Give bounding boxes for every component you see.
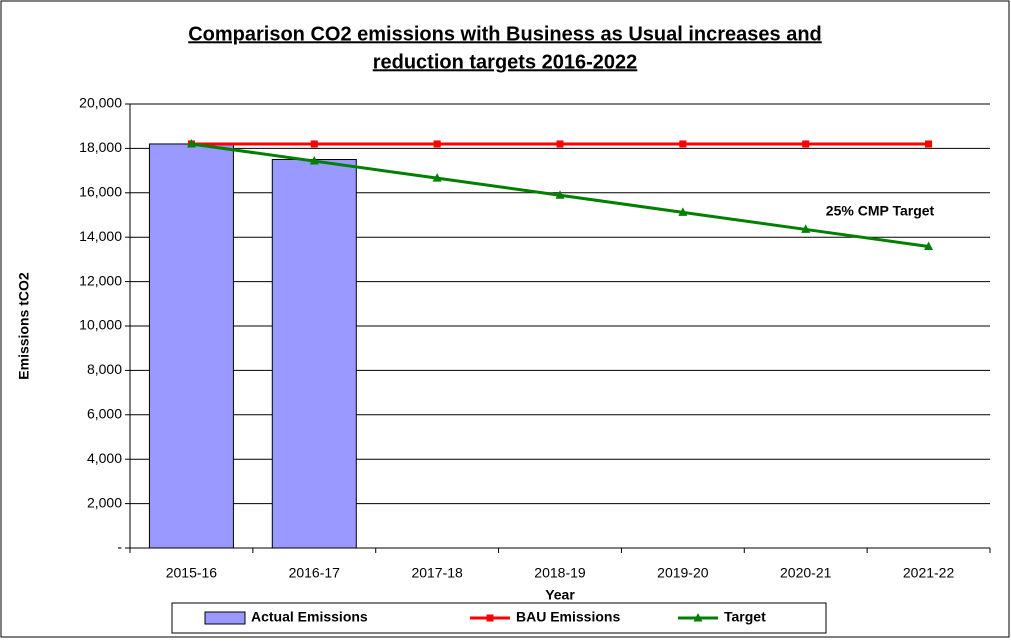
legend-marker bbox=[486, 614, 494, 622]
x-axis-label: Year bbox=[545, 587, 575, 603]
point bbox=[310, 140, 318, 148]
y-axis-label: Emissions tCO2 bbox=[16, 272, 32, 380]
point bbox=[556, 140, 564, 148]
y-tick-label: - bbox=[117, 539, 122, 555]
point bbox=[802, 140, 810, 148]
x-tick-label: 2020-21 bbox=[780, 565, 832, 581]
y-tick-label: 6,000 bbox=[87, 406, 122, 422]
point bbox=[924, 241, 934, 251]
y-tick-label: 8,000 bbox=[87, 361, 122, 377]
legend-label: Target bbox=[724, 609, 766, 625]
legend-marker bbox=[693, 613, 703, 622]
legend-swatch bbox=[204, 611, 246, 625]
point bbox=[432, 173, 442, 182]
x-tick-label: 2016-17 bbox=[289, 565, 341, 581]
y-tick-label: 10,000 bbox=[79, 317, 122, 333]
bar bbox=[148, 143, 234, 549]
y-tick-label: 14,000 bbox=[79, 228, 122, 244]
point bbox=[678, 207, 688, 216]
y-tick-label: 12,000 bbox=[79, 272, 122, 288]
point bbox=[801, 224, 811, 233]
x-tick-label: 2018-19 bbox=[534, 565, 586, 581]
point bbox=[309, 156, 319, 165]
annotation: 25% CMP Target bbox=[826, 203, 935, 219]
point bbox=[433, 140, 441, 148]
y-tick-label: 4,000 bbox=[87, 450, 122, 466]
x-tick-label: 2019-20 bbox=[657, 565, 709, 581]
x-tick-label: 2017-18 bbox=[411, 565, 463, 581]
legend-label: BAU Emissions bbox=[516, 609, 620, 625]
bar bbox=[271, 159, 357, 549]
y-tick-label: 16,000 bbox=[79, 184, 122, 200]
y-tick-label: 20,000 bbox=[79, 95, 122, 111]
chart-title: Comparison CO2 emissions with Business a… bbox=[188, 23, 822, 45]
y-tick-label: 18,000 bbox=[79, 139, 122, 155]
chart-title: reduction targets 2016-2022 bbox=[373, 51, 638, 73]
point bbox=[555, 190, 565, 199]
y-tick-label: 2,000 bbox=[87, 494, 122, 510]
legend-label: Actual Emissions bbox=[251, 609, 368, 625]
point bbox=[925, 140, 933, 148]
x-tick-label: 2015-16 bbox=[166, 565, 218, 581]
point bbox=[679, 140, 687, 148]
point bbox=[186, 138, 196, 148]
x-tick-label: 2021-22 bbox=[903, 565, 955, 581]
